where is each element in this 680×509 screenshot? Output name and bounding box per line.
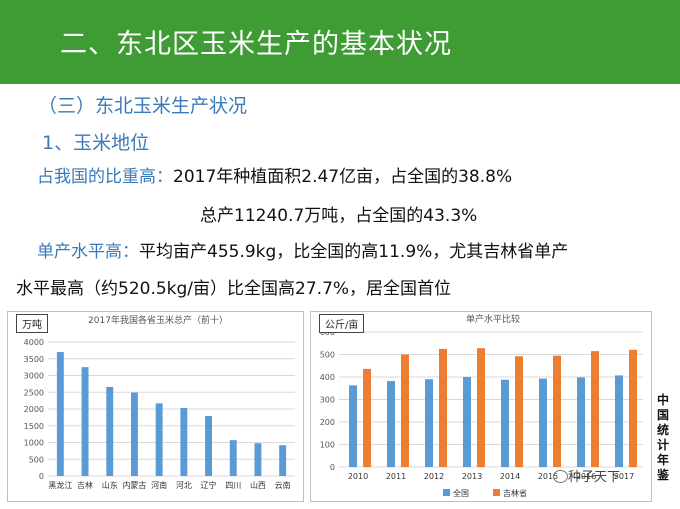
chart1-xtick: 黑龙江 bbox=[48, 480, 72, 490]
chart2-unit: 公斤/亩 bbox=[319, 314, 365, 333]
chart2-bar-jilin bbox=[591, 351, 599, 467]
chart2-bar-national bbox=[577, 377, 585, 467]
chart2-legend-swatch bbox=[493, 489, 500, 496]
chart1-xtick: 河北 bbox=[176, 480, 192, 490]
output-text: 总产11240.7万吨，占全国的43.3% bbox=[200, 206, 478, 226]
chart1-ytick: 2500 bbox=[24, 388, 44, 397]
chart2-xtick: 2014 bbox=[500, 472, 520, 481]
chart1-unit: 万吨 bbox=[16, 314, 48, 333]
chart1-xtick: 山东 bbox=[102, 480, 118, 490]
chart2-legend-swatch bbox=[443, 489, 450, 496]
chart1-ytick: 4000 bbox=[24, 338, 44, 347]
title-bar: 二、东北区玉米生产的基本状况 bbox=[0, 0, 680, 84]
chart1-title: 2017年我国各省玉米总产（前十） bbox=[88, 314, 228, 326]
chart2-bar-jilin bbox=[439, 348, 447, 467]
chart2-ytick: 400 bbox=[320, 373, 335, 382]
chart1-bar bbox=[229, 440, 237, 476]
chart1-ytick: 3500 bbox=[24, 355, 44, 364]
chart1-bar bbox=[180, 407, 188, 476]
chart2-bar-national bbox=[501, 379, 509, 467]
chart2-xtick: 2010 bbox=[348, 472, 368, 481]
share-label: 占我国的比重高： bbox=[37, 167, 173, 187]
chart1-bar bbox=[155, 403, 163, 476]
chart2-ytick: 100 bbox=[320, 441, 335, 450]
area-text: 2017年种植面积2.47亿亩，占全国的38.8% bbox=[173, 167, 513, 187]
section-heading: 1、玉米地位 bbox=[42, 132, 150, 154]
chart1-xtick: 四川 bbox=[225, 481, 241, 490]
chart1-xtick: 云南 bbox=[275, 480, 291, 490]
chart1-bar bbox=[81, 367, 89, 476]
chart2-xtick: 2013 bbox=[462, 472, 482, 481]
subheading: （三）东北玉米生产状况 bbox=[38, 95, 248, 117]
chart2-legend-label: 全国 bbox=[453, 488, 469, 498]
body-line-2: 总产11240.7万吨，占全国的43.3% bbox=[200, 201, 477, 226]
yield-text: 平均亩产455.9kg，比全国的高11.9%，尤其吉林省单产 bbox=[139, 242, 569, 262]
chart2-bar-jilin bbox=[477, 348, 485, 467]
chart1-ytick: 2000 bbox=[24, 405, 44, 414]
chart1-ytick: 1000 bbox=[24, 439, 44, 448]
body-line-3: 单产水平高：平均亩产455.9kg，比全国的高11.9%，尤其吉林省单产 bbox=[37, 237, 568, 262]
chart2-xtick: 2017 bbox=[614, 472, 634, 481]
chart2-bar-jilin bbox=[363, 368, 371, 467]
chart2-bar-national bbox=[425, 379, 433, 467]
chart1-bar bbox=[205, 416, 213, 476]
chart2-legend-label: 吉林省 bbox=[503, 488, 527, 498]
wechat-icon bbox=[553, 470, 568, 483]
chart2-ytick: 200 bbox=[320, 418, 335, 427]
chart1-ytick: 500 bbox=[29, 455, 44, 464]
chart1-bar bbox=[130, 392, 138, 476]
chart2-bar-national bbox=[387, 381, 395, 467]
chart1-xtick: 山西 bbox=[250, 480, 266, 490]
chart2-ytick: 500 bbox=[320, 351, 335, 360]
chart1-ytick: 1500 bbox=[24, 422, 44, 431]
chart2-bar-national bbox=[463, 377, 471, 467]
total-output-chart-svg: 2017年我国各省玉米总产（前十） 0 500 1000 1500 2000 2500 300… bbox=[24, 314, 295, 490]
yield-compare-chart: 单产水平比较0100200300400500600201020112012201… bbox=[310, 311, 652, 502]
chart2-bar-national bbox=[615, 375, 623, 467]
chart2-bar-national bbox=[349, 385, 357, 467]
chart1-bar bbox=[56, 352, 64, 476]
total-output-chart: 2017年我国各省玉米总产（前十） 0 500 1000 1500 2000 2500 300… bbox=[7, 311, 304, 502]
chart1-bar bbox=[106, 386, 114, 476]
chart2-bar-jilin bbox=[553, 355, 561, 467]
chart1-xtick: 河南 bbox=[151, 480, 167, 490]
slide-title: 二、东北区玉米生产的基本状况 bbox=[60, 29, 452, 60]
chart2-xtick: 2012 bbox=[424, 472, 444, 481]
chart2-xtick: 2011 bbox=[386, 472, 406, 481]
chart1-xtick: 内蒙古 bbox=[122, 480, 146, 490]
body-line-1: 占我国的比重高：2017年种植面积2.47亿亩，占全国的38.8% bbox=[37, 162, 512, 187]
chart2-bar-jilin bbox=[629, 349, 637, 467]
watermark: 种子天下 bbox=[568, 470, 621, 485]
yield-compare-chart-svg: 单产水平比较0100200300400500600201020112012201… bbox=[320, 313, 643, 498]
chart1-xtick: 吉林 bbox=[77, 480, 93, 490]
jilin-text: 水平最高（约520.5kg/亩）比全国高27.7%，居全国首位 bbox=[16, 279, 452, 299]
chart2-ytick: 300 bbox=[320, 396, 335, 405]
chart2-bar-national bbox=[539, 378, 547, 467]
chart1-bar bbox=[254, 443, 262, 476]
chart2-ytick: 0 bbox=[330, 463, 335, 472]
chart2-bar-jilin bbox=[515, 356, 523, 467]
chart2-bar-jilin bbox=[401, 354, 409, 467]
chart1-bar bbox=[279, 445, 287, 476]
source-label: 中国统计年鉴 bbox=[656, 393, 669, 482]
chart1-ytick: 0 bbox=[39, 472, 44, 481]
yield-label: 单产水平高： bbox=[37, 242, 139, 262]
chart2-xtick: 2015 bbox=[538, 472, 558, 481]
body-line-4: 水平最高（约520.5kg/亩）比全国高27.7%，居全国首位 bbox=[16, 274, 451, 299]
chart2-xtick: 2016 bbox=[576, 472, 596, 481]
chart2-title: 单产水平比较 bbox=[466, 313, 520, 325]
chart1-ytick: 3000 bbox=[24, 372, 44, 381]
chart1-xtick: 辽宁 bbox=[201, 480, 217, 490]
